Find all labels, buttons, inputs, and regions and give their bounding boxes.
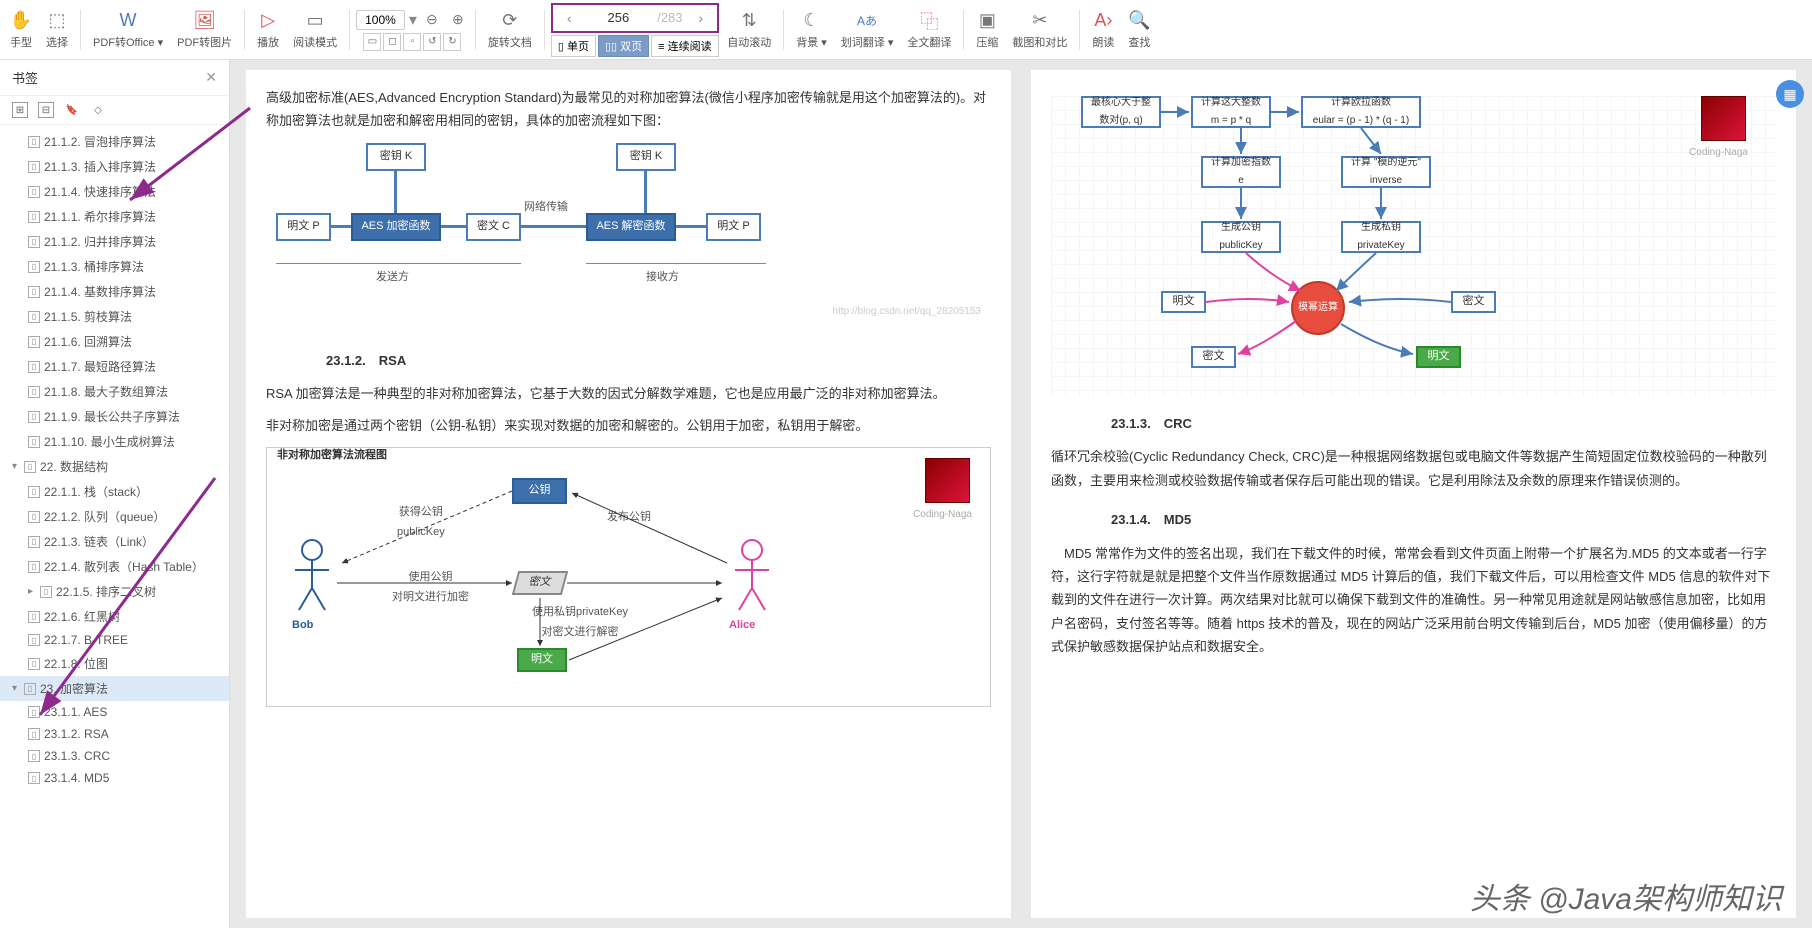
bookmark-item[interactable]: ▯22.1.1. 栈（stack） (0, 479, 229, 504)
float-action-button[interactable]: ▦ (1776, 80, 1804, 108)
tool-screenshot[interactable]: ✂截图和对比 (1006, 2, 1073, 58)
next-page[interactable]: › (691, 10, 712, 26)
zoom-out-icon[interactable]: ⊖ (421, 9, 443, 31)
bookmark-item[interactable]: ▯22.1.4. 散列表（Hash Table） (0, 554, 229, 579)
aes-intro: 高级加密标准(AES,Advanced Encryption Standard)… (266, 86, 991, 133)
page-current[interactable]: 256 (588, 10, 650, 25)
zoom-level[interactable]: 100% (356, 10, 405, 30)
view-double[interactable]: ▯▯ 双页 (598, 35, 649, 57)
bookmark-item[interactable]: ▯22.1.7. B-TREE (0, 629, 229, 651)
bookmark-icon[interactable]: 🔖 (64, 102, 80, 118)
rsa-diagram: 非对称加密算法流程图 公钥 获得公钥 publicKey 发布公钥 使用公钥 对… (266, 447, 991, 707)
bookmark-item[interactable]: ▯23.1.1. AES (0, 701, 229, 723)
md5-title: 23.1.4. MD5 (1111, 508, 1776, 531)
sidebar-title: 书签 (12, 68, 38, 87)
prev-page[interactable]: ‹ (559, 10, 580, 26)
zoom-in-icon[interactable]: ⊕ (447, 9, 469, 31)
bookmark-item[interactable]: ▾▯23. 加密算法 (0, 676, 229, 701)
fit-page[interactable]: ◻ (383, 33, 401, 51)
avatar-image-2 (1701, 96, 1746, 141)
crc-p: 循环冗余校验(Cyclic Redundancy Check, CRC)是一种根… (1051, 445, 1776, 492)
page-watermark: 头条 @Java架构师知识 (1470, 874, 1782, 918)
bookmark-item[interactable]: ▯21.1.5. 剪枝算法 (0, 304, 229, 329)
bookmark-item[interactable]: ▯21.1.2. 冒泡排序算法 (0, 129, 229, 154)
document-area: 高级加密标准(AES,Advanced Encryption Standard)… (230, 60, 1812, 928)
page-total: /283 (657, 10, 682, 25)
aes-diagram: 密钥 K 密钥 K 明文 P AES 加密函数 密文 C 网络传输 AES 解密… (266, 143, 991, 333)
bookmark-item[interactable]: ▯23.1.2. RSA (0, 723, 229, 745)
rotate-ccw[interactable]: ↺ (423, 33, 441, 51)
page-left: 高级加密标准(AES,Advanced Encryption Standard)… (246, 70, 1011, 918)
tool-compress[interactable]: ▣压缩 (970, 2, 1004, 58)
tool-play[interactable]: ▷播放 (251, 2, 285, 58)
tool-readmode[interactable]: ▭阅读模式 (287, 2, 343, 58)
tool-find[interactable]: 🔍查找 (1122, 2, 1156, 58)
bookmark-item[interactable]: ▯22.1.2. 队列（queue） (0, 504, 229, 529)
rsa-title: 23.1.2. RSA (326, 349, 991, 372)
tool-full-translate[interactable]: ⿻全文翻译 (901, 2, 957, 58)
view-single[interactable]: ▯ 单页 (551, 35, 596, 57)
avatar-image (925, 458, 970, 503)
bookmark-item[interactable]: ▯22.1.8. 位图 (0, 651, 229, 676)
bookmark-item[interactable]: ▯21.1.6. 回溯算法 (0, 329, 229, 354)
bookmark-item[interactable]: ▯21.1.7. 最短路径算法 (0, 354, 229, 379)
collapse-all-icon[interactable]: ⊟ (38, 102, 54, 118)
rsa-p2: 非对称加密是通过两个密钥（公钥-私钥）来实现对数据的加密和解密的。公钥用于加密，… (266, 414, 991, 437)
tool-select[interactable]: ⬚选择 (40, 2, 74, 58)
bookmark-item[interactable]: ▯22.1.3. 链表（Link） (0, 529, 229, 554)
rotate-cw[interactable]: ↻ (443, 33, 461, 51)
page-navigator: ‹ 256/283 › (551, 3, 719, 33)
crc-title: 23.1.3. CRC (1111, 412, 1776, 435)
bookmark-item[interactable]: ▯21.1.8. 最大子数组算法 (0, 379, 229, 404)
bookmark-item[interactable]: ▸▯22.1.5. 排序二叉树 (0, 579, 229, 604)
bookmark-item[interactable]: ▯23.1.4. MD5 (0, 767, 229, 789)
expand-all-icon[interactable]: ⊞ (12, 102, 28, 118)
bookmark-item[interactable]: ▯21.1.2. 归并排序算法 (0, 229, 229, 254)
page-right: 最核心大于整 数对(p, q) 计算这大整数 m = p * q 计算欧拉函数 … (1031, 70, 1796, 918)
bookmark-item[interactable]: ▾▯22. 数据结构 (0, 454, 229, 479)
bob-figure (287, 538, 337, 618)
fit-width[interactable]: ▭ (363, 33, 381, 51)
tool-word-translate[interactable]: Aあ划词翻译 ▾ (835, 2, 900, 58)
bookmark-sidebar: 书签 ✕ ⊞ ⊟ 🔖 ◇ ▯21.1.2. 冒泡排序算法▯21.1.3. 插入排… (0, 60, 230, 928)
bookmark-item[interactable]: ▯21.1.10. 最小生成树算法 (0, 429, 229, 454)
bookmark-list: ▯21.1.2. 冒泡排序算法▯21.1.3. 插入排序算法▯21.1.4. 快… (0, 125, 229, 928)
sidebar-close[interactable]: ✕ (205, 69, 217, 86)
bookmark-item[interactable]: ▯22.1.6. 红黑树 (0, 604, 229, 629)
bookmark-item[interactable]: ▯21.1.1. 希尔排序算法 (0, 204, 229, 229)
bookmark-item[interactable]: ▯21.1.4. 基数排序算法 (0, 279, 229, 304)
bookmark-item[interactable]: ▯21.1.4. 快速排序算法 (0, 179, 229, 204)
tool-background[interactable]: ☾背景 ▾ (790, 2, 833, 58)
tool-autoscroll[interactable]: ⇅自动滚动 (721, 2, 777, 58)
bookmark-outline-icon[interactable]: ◇ (90, 102, 106, 118)
bookmark-item[interactable]: ▯21.1.9. 最长公共子序算法 (0, 404, 229, 429)
rsa-flow-diagram: 最核心大于整 数对(p, q) 计算这大整数 m = p * q 计算欧拉函数 … (1051, 96, 1776, 396)
md5-p: MD5 常常作为文件的签名出现，我们在下载文件的时候，常常会看到文件页面上附带一… (1051, 542, 1776, 659)
main-toolbar: ✋手型 ⬚选择 WPDF转Office ▾ 🖼PDF转图片 ▷播放 ▭阅读模式 … (0, 0, 1812, 60)
fit-actual[interactable]: ▫ (403, 33, 421, 51)
tool-pdf2img[interactable]: 🖼PDF转图片 (171, 2, 238, 58)
bookmark-item[interactable]: ▯21.1.3. 桶排序算法 (0, 254, 229, 279)
tool-tts[interactable]: A›朗读 (1086, 2, 1120, 58)
tool-pdf2office[interactable]: WPDF转Office ▾ (87, 2, 169, 58)
bookmark-item[interactable]: ▯21.1.3. 插入排序算法 (0, 154, 229, 179)
rsa-p1: RSA 加密算法是一种典型的非对称加密算法，它基于大数的因式分解数学难题，它也是… (266, 382, 991, 405)
tool-hand[interactable]: ✋手型 (4, 2, 38, 58)
bookmark-item[interactable]: ▯23.1.3. CRC (0, 745, 229, 767)
tool-rotate[interactable]: ⟳旋转文档 (482, 2, 538, 58)
alice-figure (727, 538, 777, 618)
view-continuous[interactable]: ≡ 连续阅读 (651, 35, 718, 57)
